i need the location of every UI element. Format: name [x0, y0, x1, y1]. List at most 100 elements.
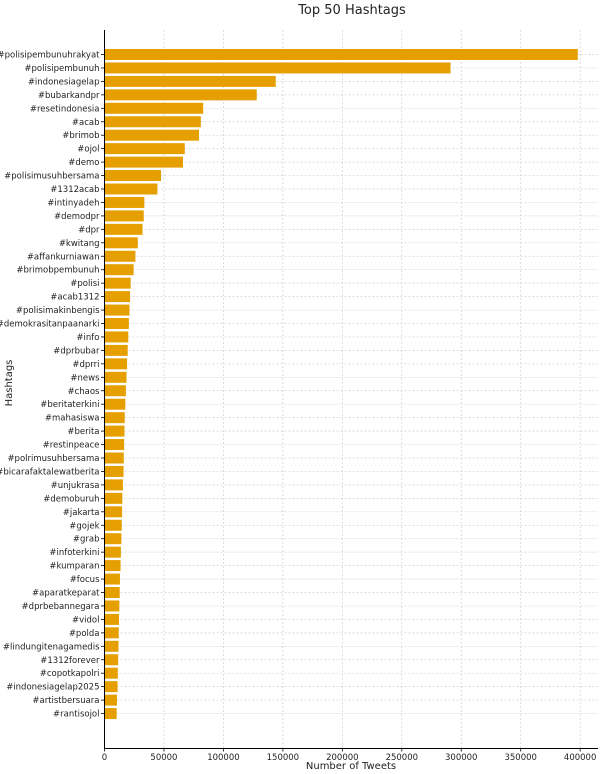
bar [104, 613, 120, 625]
bar [104, 223, 143, 235]
x-tick-label: 100000 [207, 753, 239, 763]
y-tick-label: #dprbubar [53, 346, 100, 356]
bar [104, 210, 144, 222]
bar [104, 492, 123, 504]
y-tick-label: #polisipembunuhrakyat [0, 51, 100, 61]
y-tick-label: #acab1312 [50, 293, 99, 303]
bar [104, 237, 138, 249]
y-tick-label: #gojek [69, 521, 99, 531]
y-tick-label: #demokrasitanpaanarki [0, 320, 100, 330]
bar-layer [104, 49, 578, 720]
y-tick-label: #rantisojol [53, 710, 99, 720]
bar [104, 143, 185, 155]
x-tick-label: 0 [102, 753, 107, 763]
y-tick-label: #demodpr [54, 212, 100, 222]
x-tick-label: 200000 [326, 753, 358, 763]
bar [104, 250, 136, 262]
bar [104, 89, 257, 101]
y-tick-label: #beritaterkini [40, 400, 99, 410]
bar [104, 560, 121, 572]
y-tick-label: #resetindonesia [30, 104, 100, 114]
y-tick-label: #indonesiagelap2025 [6, 683, 99, 693]
bar [104, 519, 122, 531]
bar [104, 587, 120, 598]
y-tick-label: #chaos [67, 387, 100, 397]
y-tick-label: #1312acab [50, 185, 99, 195]
y-tick-label: #kumparan [49, 562, 99, 572]
bar [104, 49, 578, 60]
y-tick-label: #info [76, 333, 99, 343]
x-axis-label: Number of Tweets [306, 761, 396, 772]
bar [104, 62, 451, 74]
bar [104, 304, 130, 316]
bar [104, 465, 124, 477]
bar [104, 183, 158, 195]
y-tick-label: #dpr [78, 225, 100, 235]
y-tick-label: #polisipembunuh [24, 64, 99, 74]
chart-title: Top 50 Hashtags [297, 3, 406, 18]
bar [104, 533, 122, 545]
bar [104, 452, 124, 464]
y-tick-label: #berita [67, 427, 99, 437]
bar [104, 291, 131, 303]
y-tick-label: #1312forever [40, 656, 100, 666]
bar [104, 479, 123, 491]
y-tick-label: #lindungitenagamedis [3, 642, 100, 652]
y-tick-label: #mahasiswa [45, 414, 100, 424]
y-tick-label: #polisi [70, 279, 99, 289]
y-tick-label: #affankurniawan [27, 252, 100, 262]
y-tick-label: #bubarkandpr [38, 91, 100, 101]
y-tick-label: #acab [72, 118, 100, 128]
bar [104, 385, 126, 397]
bar [104, 344, 128, 356]
bar [104, 640, 119, 652]
bar [104, 156, 183, 168]
x-tick-label: 350000 [504, 753, 536, 763]
bar [104, 627, 119, 639]
y-tick-label: #demo [68, 158, 99, 168]
x-tick-label: 300000 [445, 753, 477, 763]
x-tick-label: 150000 [267, 753, 299, 763]
bar [104, 546, 121, 558]
bar [104, 506, 123, 518]
y-tick-label: #indonesiagelap [28, 77, 100, 87]
y-tick-label: #vidol [72, 615, 99, 625]
bar [104, 264, 134, 276]
category-labels: #polisipembunuhrakyat #polisipembunuh #ind… [0, 51, 105, 720]
y-tick-label: #focus [70, 575, 100, 585]
y-tick-label: #polisimusuhbersama [4, 172, 99, 182]
bar [104, 75, 276, 87]
y-tick-label: #unjukrasa [51, 481, 100, 491]
x-tick-label: 50000 [150, 753, 177, 763]
bar [104, 425, 125, 437]
bar [104, 116, 201, 128]
y-tick-label: #dprri [72, 360, 99, 370]
bar [104, 331, 129, 343]
bar [104, 439, 125, 451]
y-tick-label: #ojol [77, 145, 99, 155]
x-tick-label: 250000 [386, 753, 418, 763]
x-ticks: 0 50000 100000 150000 200000 250000 300000 3500… [102, 748, 596, 763]
bar [104, 170, 161, 182]
bar [104, 708, 117, 720]
y-tick-label: #copotkapolri [40, 669, 100, 679]
y-tick-label: #brimob [62, 131, 99, 141]
bar [104, 412, 125, 424]
bar [104, 654, 119, 666]
bar [104, 681, 118, 693]
y-tick-label: #jakarta [63, 508, 100, 518]
y-tick-label: #artistbersuara [32, 696, 99, 706]
y-tick-label: #grab [73, 535, 100, 545]
y-tick-label: #polda [69, 629, 100, 639]
bar [104, 196, 145, 208]
bar [104, 102, 204, 114]
y-tick-label: #news [70, 373, 100, 383]
bar [104, 398, 126, 410]
y-tick-label: #polisimakinbengis [16, 306, 100, 316]
y-tick-label: #polrimusuhbersama [7, 454, 99, 464]
y-axis-label: Hashtags [4, 360, 15, 407]
bar [104, 129, 200, 141]
y-tick-label: #infoterkini [49, 548, 99, 558]
y-tick-label: #demoburuh [43, 494, 99, 504]
y-tick-label: #brimobpembunuh [16, 266, 99, 276]
